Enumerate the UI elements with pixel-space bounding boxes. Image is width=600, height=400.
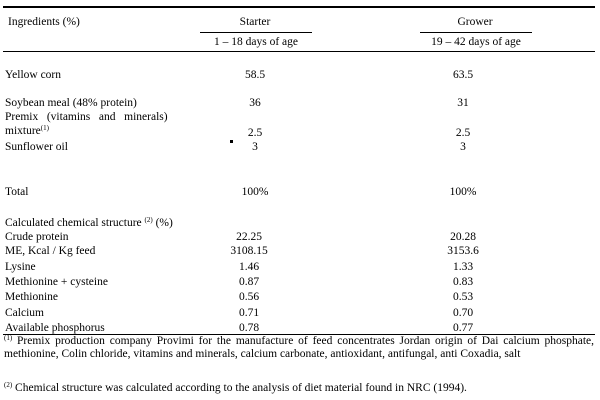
- calc-row-label: Available phosphorus: [5, 322, 105, 334]
- row-starter-value: 3: [252, 141, 258, 153]
- row-grower-value: 2.5: [455, 127, 471, 139]
- footnote-marker: (1): [40, 124, 49, 132]
- row-starter-value: 2.5: [247, 127, 263, 139]
- footnote-2: (2) Chemical structure was calculated ac…: [4, 381, 467, 395]
- calc-row-starter-value: 0.71: [238, 307, 260, 319]
- calc-row-label: Crude protein: [5, 231, 69, 243]
- total-label: Total: [5, 186, 29, 198]
- calc-row-label: Methionine: [5, 291, 59, 303]
- total-starter-value: 100%: [241, 186, 269, 198]
- calc-row-label: Lysine: [5, 261, 36, 273]
- calc-row-grower-value: 1.33: [452, 261, 474, 273]
- calc-row-label: Calcium: [5, 307, 44, 319]
- calc-heading: Calculated chemical structure (2) (%): [5, 216, 173, 230]
- header-grower-age: 19 – 42 days of age: [431, 36, 521, 48]
- calc-row-label: ME, Kcal / Kg feed: [5, 245, 96, 257]
- row-label-line2: mixture(1): [5, 124, 49, 138]
- calc-row-grower-value: 0.70: [452, 307, 474, 319]
- calc-row-grower-value: 3153.6: [447, 245, 479, 257]
- footnote-marker: (2): [4, 381, 13, 389]
- calc-row-grower-value: 0.83: [452, 276, 474, 288]
- footnote-1: (1) Premix production company Provimi fo…: [4, 334, 594, 361]
- row-starter-value: 36: [249, 97, 261, 109]
- footnote-marker: (2): [144, 216, 153, 224]
- row-grower-value: 31: [457, 97, 469, 109]
- calc-row-label: Methionine + cysteine: [5, 276, 108, 288]
- header-grower: Grower: [457, 16, 493, 28]
- calc-row-starter-value: 22.25: [236, 231, 262, 243]
- row-grower-value: 63.5: [452, 69, 474, 81]
- calc-row-starter-value: 0.78: [238, 322, 260, 334]
- row-label-line1: Premix (vitamins and minerals): [5, 111, 168, 123]
- row-starter-value: 58.5: [244, 69, 266, 81]
- header-starter-age: 1 – 18 days of age: [214, 36, 298, 48]
- calc-row-grower-value: 20.28: [450, 231, 476, 243]
- table-top-rule: [3, 6, 595, 8]
- calc-row-starter-value: 1.46: [238, 261, 260, 273]
- table-bottom-rule: [3, 334, 595, 335]
- stray-dot-mark: [230, 140, 233, 143]
- grower-underline: [420, 32, 532, 33]
- footnote-marker: (1): [4, 334, 13, 342]
- calc-row-starter-value: 0.87: [238, 276, 260, 288]
- row-grower-value: 3: [460, 141, 466, 153]
- header-starter: Starter: [239, 16, 271, 28]
- calc-row-grower-value: 0.53: [452, 291, 474, 303]
- header-bottom-rule: [3, 51, 595, 52]
- row-label: Yellow corn: [5, 69, 62, 81]
- header-ingredients: Ingredients (%): [8, 16, 80, 28]
- starter-underline: [200, 32, 312, 33]
- calc-row-starter-value: 0.56: [238, 291, 260, 303]
- calc-row-starter-value: 3108.15: [230, 245, 268, 257]
- total-grower-value: 100%: [449, 186, 477, 198]
- row-label: Sunflower oil: [5, 141, 68, 153]
- row-label: Soybean meal (48% protein): [5, 97, 137, 109]
- calc-row-grower-value: 0.77: [452, 322, 474, 334]
